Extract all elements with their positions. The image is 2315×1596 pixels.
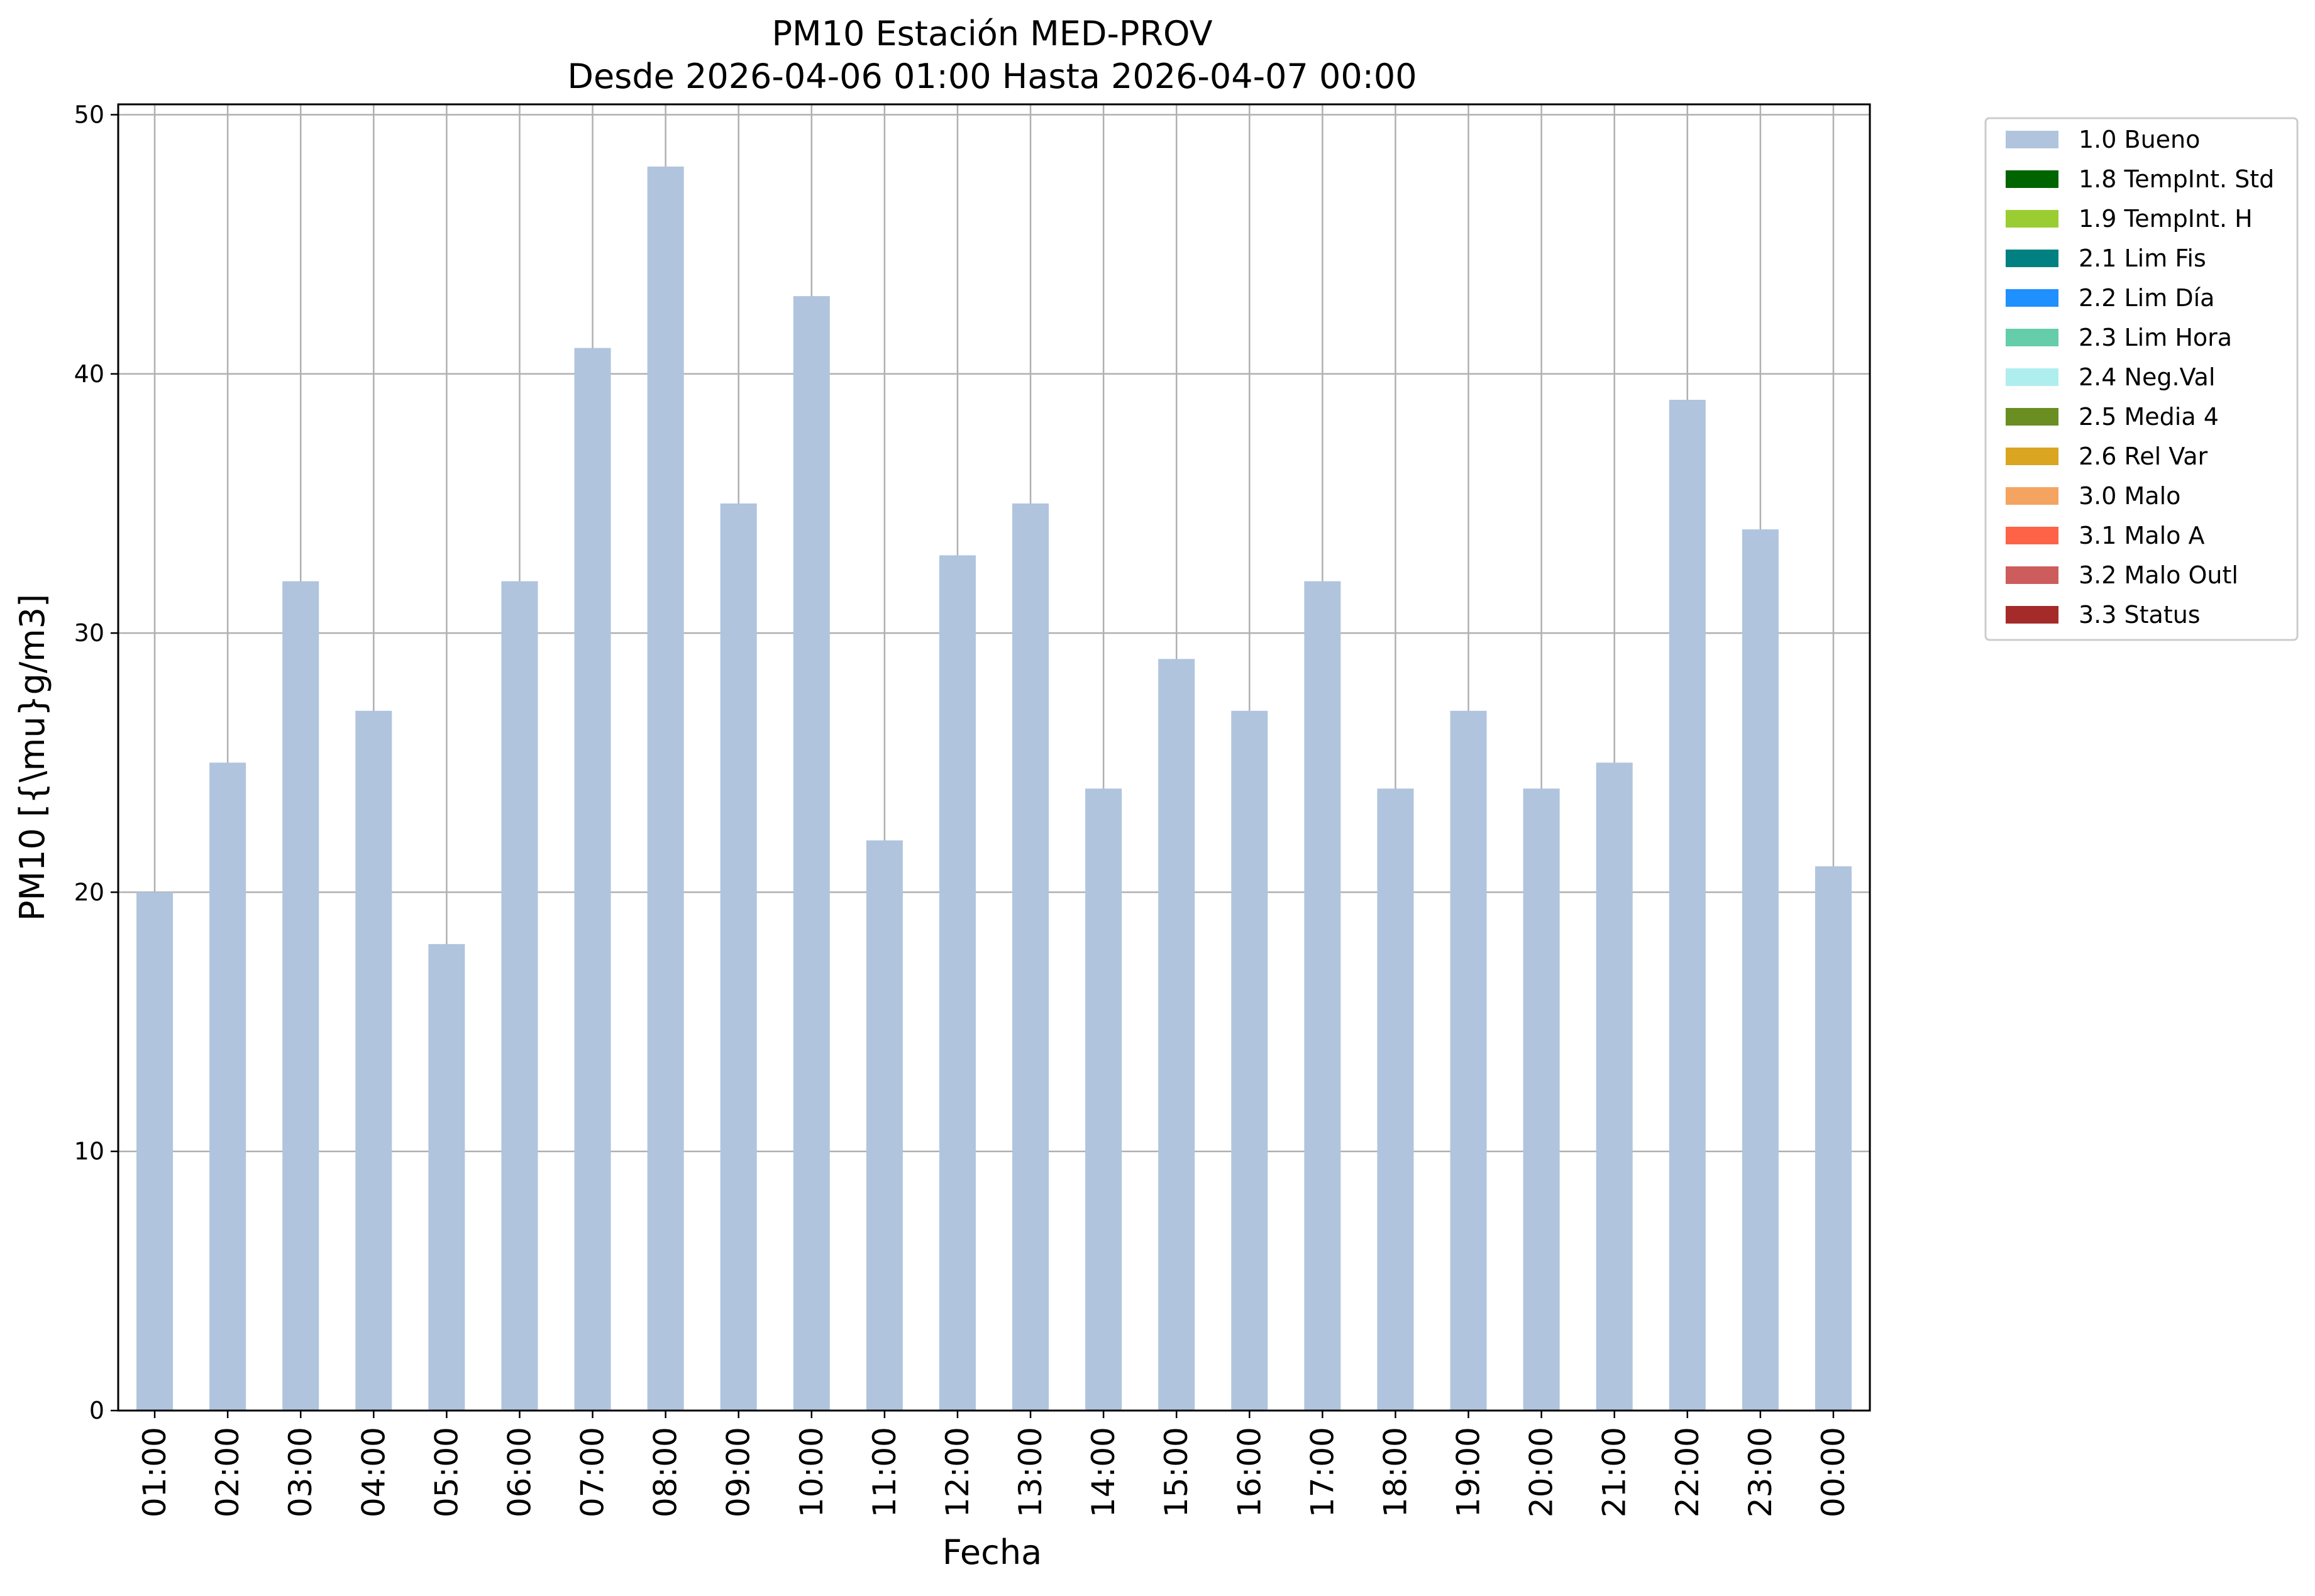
legend-swatch (2006, 210, 2058, 228)
x-tick-label: 05:00 (428, 1427, 465, 1517)
y-axis-label: PM10 [{\mu}g/m3] (13, 594, 52, 921)
legend-entry-label: 2.1 Lim Fis (2079, 245, 2206, 272)
bar-00:00 (1815, 866, 1852, 1411)
legend-entry-label: 1.9 TempInt. H (2079, 205, 2253, 233)
bar-12:00 (939, 555, 976, 1411)
y-tick-label: 50 (74, 101, 104, 128)
legend-box (1984, 117, 2299, 641)
legend-entry-label: 1.0 Bueno (2079, 126, 2200, 153)
x-tick-label: 10:00 (793, 1427, 830, 1517)
bar-08:00 (647, 166, 684, 1411)
bar-22:00 (1669, 400, 1706, 1411)
legend-entry-label: 3.2 Malo Outl (2079, 561, 2238, 589)
x-tick-label: 03:00 (282, 1427, 319, 1517)
x-tick-label: 19:00 (1450, 1427, 1487, 1517)
y-tick-label: 30 (74, 619, 104, 647)
legend-swatch (2006, 408, 2058, 426)
bar-19:00 (1450, 710, 1487, 1411)
bar-05:00 (428, 944, 465, 1411)
x-tick-label: 04:00 (355, 1427, 392, 1517)
bar-02:00 (209, 762, 246, 1411)
x-tick-label: 01:00 (136, 1427, 173, 1517)
legend-entry-label: 3.1 Malo A (2079, 522, 2204, 549)
x-tick-label: 15:00 (1158, 1427, 1195, 1517)
x-tick-label: 16:00 (1231, 1427, 1268, 1517)
chart-subtitle: Desde 2026-04-06 01:00 Hasta 2026-04-07 … (567, 57, 1417, 96)
bar-04:00 (355, 710, 392, 1411)
x-tick-label: 09:00 (721, 1427, 757, 1517)
legend-entry-label: 1.8 TempInt. Std (2079, 165, 2274, 193)
bar-07:00 (574, 348, 611, 1411)
legend-swatch (2006, 448, 2058, 465)
legend-swatch (2006, 131, 2058, 148)
y-axis-ticks: 0 10 20 30 40 50 (74, 101, 118, 1424)
bar-10:00 (793, 296, 830, 1411)
bar-16:00 (1231, 710, 1268, 1411)
bar-20:00 (1523, 788, 1560, 1411)
legend-swatch (2006, 566, 2058, 584)
bar-01:00 (136, 892, 174, 1411)
x-tick-label: 00:00 (1815, 1427, 1852, 1517)
x-tick-label: 18:00 (1377, 1427, 1413, 1517)
x-axis-label: Fecha (942, 1533, 1042, 1572)
legend-swatch (2006, 170, 2058, 188)
x-tick-label: 12:00 (939, 1427, 976, 1517)
x-tick-label: 08:00 (648, 1427, 684, 1517)
bar-09:00 (720, 503, 757, 1411)
y-tick-label: 40 (74, 360, 104, 388)
bar-23:00 (1742, 529, 1779, 1411)
bar-21:00 (1596, 762, 1633, 1411)
x-tick-label: 14:00 (1085, 1427, 1122, 1517)
legend-entry-label: 2.6 Rel Var (2079, 443, 2208, 470)
x-tick-label: 17:00 (1304, 1427, 1340, 1517)
bar-17:00 (1304, 581, 1341, 1411)
x-tick-label: 07:00 (575, 1427, 611, 1517)
legend-swatch (2006, 487, 2058, 505)
x-tick-label: 11:00 (866, 1427, 903, 1517)
legend-swatch (2006, 289, 2058, 307)
bar-11:00 (866, 840, 903, 1411)
bar-03:00 (282, 581, 319, 1411)
x-tick-label: 13:00 (1012, 1427, 1049, 1517)
bars (136, 166, 1852, 1411)
bar-15:00 (1158, 659, 1195, 1411)
x-tick-label: 22:00 (1669, 1427, 1706, 1517)
plot-area-frame (117, 103, 1871, 1412)
x-tick-label: 21:00 (1596, 1427, 1633, 1517)
legend-swatch (2006, 250, 2058, 267)
bar-13:00 (1012, 503, 1049, 1411)
y-tick-label: 0 (89, 1397, 104, 1424)
bar-14:00 (1085, 788, 1122, 1411)
y-tick-label: 20 (74, 878, 104, 906)
x-tick-label: 02:00 (209, 1427, 246, 1517)
legend-entry-label: 2.3 Lim Hora (2079, 324, 2232, 351)
legend-entry-label: 2.5 Media 4 (2079, 403, 2219, 431)
chart-title: PM10 Estación MED-PROV (771, 14, 1212, 53)
legend-entry-label: 2.2 Lim Día (2079, 284, 2214, 312)
x-axis-ticks: 01:00 02:00 03:00 04:00 05:00 06:00 07:00 08:00… (136, 1411, 1852, 1517)
legend-swatch (2006, 329, 2058, 346)
legend-swatch (2006, 527, 2058, 544)
y-tick-label: 10 (74, 1138, 104, 1165)
x-tick-label: 20:00 (1523, 1427, 1560, 1517)
legend-swatch (2006, 368, 2058, 386)
bar-18:00 (1377, 788, 1414, 1411)
legend-entry-label: 3.0 Malo (2079, 482, 2180, 510)
legend: 1.0 Bueno 1.8 TempInt. Std 1.9 TempInt. H 2… (1984, 117, 2299, 641)
x-tick-label: 23:00 (1742, 1427, 1779, 1517)
legend-swatch (2006, 606, 2058, 624)
legend-entry-label: 2.4 Neg.Val (2079, 363, 2215, 391)
x-tick-label: 06:00 (501, 1427, 538, 1517)
legend-entry-label: 3.3 Status (2079, 601, 2201, 629)
bar-06:00 (501, 581, 538, 1411)
